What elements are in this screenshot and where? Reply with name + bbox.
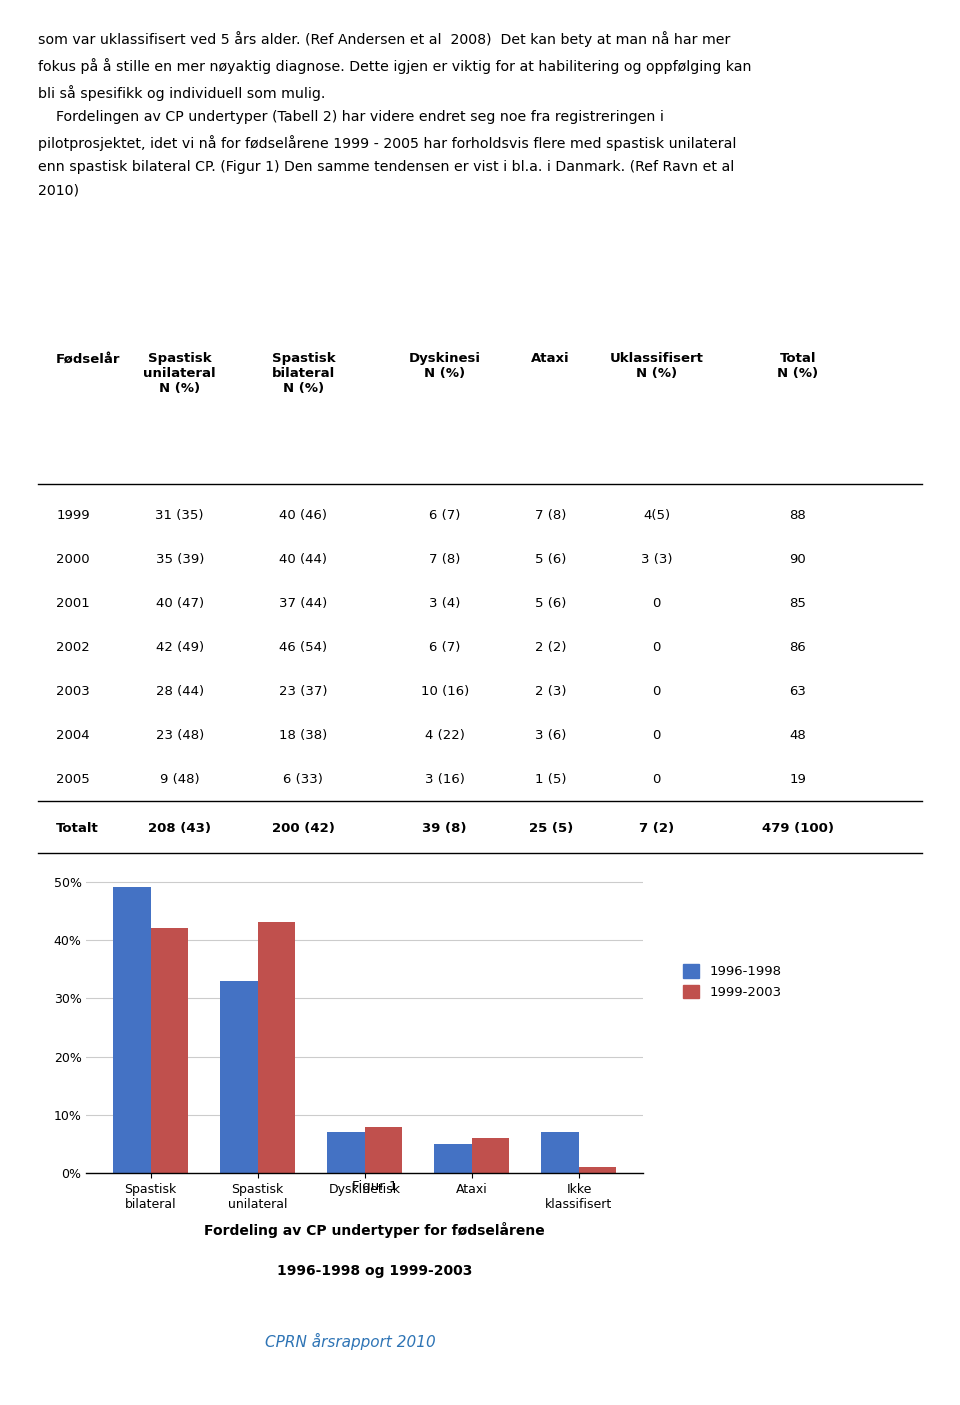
Text: 90: 90 bbox=[789, 552, 806, 566]
Text: 2003: 2003 bbox=[56, 684, 90, 697]
Text: 19: 19 bbox=[789, 773, 806, 785]
Bar bbox=[365, 1127, 402, 1173]
Text: som var uklassifisert ved 5 års alder. (Ref Andersen et al  2008)  Det kan bety : som var uklassifisert ved 5 års alder. (… bbox=[38, 31, 752, 198]
Text: 63: 63 bbox=[789, 684, 806, 697]
Text: 0: 0 bbox=[653, 597, 660, 610]
Text: 4 (22): 4 (22) bbox=[424, 729, 465, 742]
Text: 85: 85 bbox=[789, 597, 806, 610]
Text: 1999: 1999 bbox=[56, 509, 89, 521]
Text: 42 (49): 42 (49) bbox=[156, 641, 204, 653]
Text: 3 (4): 3 (4) bbox=[429, 597, 461, 610]
Text: 2000: 2000 bbox=[56, 552, 89, 566]
Bar bbox=[151, 929, 188, 1173]
Text: 3 (16): 3 (16) bbox=[424, 773, 465, 785]
Text: 37 (44): 37 (44) bbox=[279, 597, 327, 610]
Text: 10 (16): 10 (16) bbox=[420, 684, 468, 697]
Text: Spastisk
unilateral
N (%): Spastisk unilateral N (%) bbox=[143, 353, 216, 395]
Text: 2002: 2002 bbox=[56, 641, 90, 653]
Text: Fødselår: Fødselår bbox=[56, 353, 121, 365]
Text: 0: 0 bbox=[653, 773, 660, 785]
Text: 479 (100): 479 (100) bbox=[762, 822, 834, 835]
Text: 9 (48): 9 (48) bbox=[160, 773, 200, 785]
Text: 2005: 2005 bbox=[56, 773, 90, 785]
Bar bbox=[257, 923, 296, 1173]
Text: 5 (6): 5 (6) bbox=[535, 552, 566, 566]
Text: 200 (42): 200 (42) bbox=[272, 822, 335, 835]
Text: 0: 0 bbox=[653, 641, 660, 653]
Bar bbox=[220, 981, 257, 1173]
Text: 25 (5): 25 (5) bbox=[529, 822, 573, 835]
Text: 4(5): 4(5) bbox=[643, 509, 670, 521]
Text: 5 (6): 5 (6) bbox=[535, 597, 566, 610]
Text: 46 (54): 46 (54) bbox=[279, 641, 327, 653]
Text: 28 (44): 28 (44) bbox=[156, 684, 204, 697]
Text: 3 (3): 3 (3) bbox=[641, 552, 672, 566]
Text: 23 (37): 23 (37) bbox=[279, 684, 327, 697]
Text: Fordeling av CP undertyper for fødselårene: Fordeling av CP undertyper for fødselåre… bbox=[204, 1222, 544, 1238]
Bar bbox=[113, 888, 151, 1173]
Text: 2 (3): 2 (3) bbox=[535, 684, 566, 697]
Text: Ataxi: Ataxi bbox=[531, 353, 570, 365]
Text: 7 (8): 7 (8) bbox=[535, 509, 566, 521]
Text: 40 (44): 40 (44) bbox=[279, 552, 327, 566]
Text: 1 (5): 1 (5) bbox=[535, 773, 566, 785]
Text: 23 (48): 23 (48) bbox=[156, 729, 204, 742]
Text: 2004: 2004 bbox=[56, 729, 89, 742]
Text: 39 (8): 39 (8) bbox=[422, 822, 467, 835]
Text: 0: 0 bbox=[653, 729, 660, 742]
Bar bbox=[472, 1138, 510, 1173]
Text: Total
N (%): Total N (%) bbox=[778, 353, 819, 381]
Text: Spastisk
bilateral
N (%): Spastisk bilateral N (%) bbox=[272, 353, 335, 395]
Text: 6 (7): 6 (7) bbox=[429, 509, 461, 521]
Text: 86: 86 bbox=[789, 641, 806, 653]
Bar bbox=[434, 1144, 472, 1173]
Text: 2001: 2001 bbox=[56, 597, 90, 610]
Text: 7 (2): 7 (2) bbox=[639, 822, 674, 835]
Text: 1996-1998 og 1999-2003: 1996-1998 og 1999-2003 bbox=[276, 1264, 472, 1279]
Text: 208 (43): 208 (43) bbox=[148, 822, 211, 835]
Text: Tabell 2: Tabell 2 bbox=[449, 882, 511, 896]
Text: 40 (47): 40 (47) bbox=[156, 597, 204, 610]
Text: 11: 11 bbox=[862, 1349, 890, 1368]
Text: Totalt: Totalt bbox=[56, 822, 99, 835]
Text: Dyskinesi
N (%): Dyskinesi N (%) bbox=[409, 353, 481, 381]
Text: 7 (8): 7 (8) bbox=[429, 552, 461, 566]
Text: 6 (33): 6 (33) bbox=[283, 773, 324, 785]
Text: 88: 88 bbox=[789, 509, 806, 521]
Text: 0: 0 bbox=[653, 684, 660, 697]
Bar bbox=[579, 1168, 616, 1173]
Bar bbox=[327, 1132, 365, 1173]
Legend: 1996-1998, 1999-2003: 1996-1998, 1999-2003 bbox=[678, 958, 786, 1005]
Text: 48: 48 bbox=[789, 729, 806, 742]
Text: CPRN årsrapport 2010: CPRN årsrapport 2010 bbox=[265, 1333, 436, 1350]
Text: 31 (35): 31 (35) bbox=[156, 509, 204, 521]
Text: 3 (6): 3 (6) bbox=[535, 729, 566, 742]
Text: Figur 1: Figur 1 bbox=[351, 1180, 397, 1193]
Text: Uklassifisert
N (%): Uklassifisert N (%) bbox=[610, 353, 704, 381]
Text: 6 (7): 6 (7) bbox=[429, 641, 461, 653]
Text: 18 (38): 18 (38) bbox=[279, 729, 327, 742]
Bar bbox=[541, 1132, 579, 1173]
Text: 40 (46): 40 (46) bbox=[279, 509, 327, 521]
Text: 2 (2): 2 (2) bbox=[535, 641, 566, 653]
Text: 35 (39): 35 (39) bbox=[156, 552, 204, 566]
